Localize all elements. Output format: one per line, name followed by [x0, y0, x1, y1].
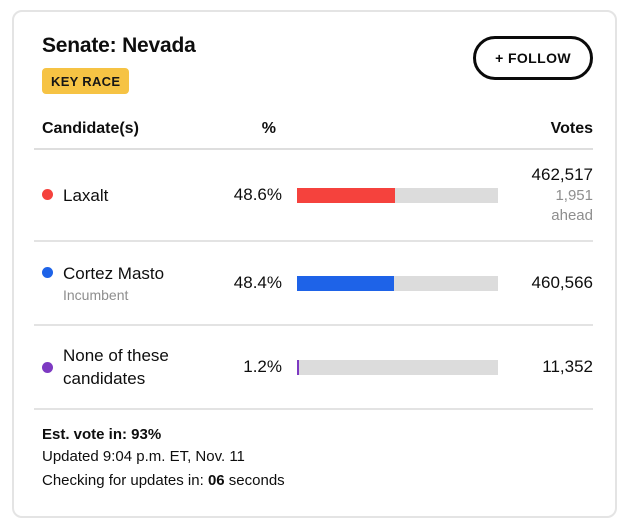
votes-count: 11,352 — [542, 357, 593, 376]
percent-value: 48.4% — [233, 273, 282, 292]
card-footer: Est. vote in: 93% Updated 9:04 p.m. ET, … — [34, 410, 593, 492]
column-header-candidates: Candidate(s) — [42, 120, 139, 137]
candidate-color-dot — [42, 188, 53, 200]
updated-timestamp: Updated 9:04 p.m. ET, Nov. 11 — [42, 448, 245, 465]
votes-cell: 460,566 — [498, 272, 593, 294]
candidate-cell: Laxalt — [42, 184, 212, 207]
table-row-none-of-these: None of these candidates 1.2% 11,352 — [34, 326, 593, 410]
bar-track — [297, 359, 498, 375]
update-countdown: Checking for updates in: 06 seconds — [42, 470, 593, 492]
candidate-name: Laxalt — [63, 185, 109, 205]
votes-cell: 462,517 1,951 ahead — [498, 164, 593, 226]
result-bar — [282, 187, 498, 203]
percent-value: 1.2% — [243, 357, 282, 376]
bar-track — [297, 275, 498, 291]
bar-fill — [297, 275, 395, 291]
candidate-color-dot — [42, 266, 53, 278]
bar-track — [297, 187, 498, 203]
countdown-suffix: seconds — [224, 472, 285, 489]
race-card: Senate: Nevada KEY RACE + FOLLOW Candida… — [12, 10, 617, 518]
votes-count: 460,566 — [531, 273, 593, 292]
title-block: Senate: Nevada KEY RACE — [34, 32, 196, 94]
votes-margin-label: ahead — [551, 207, 593, 224]
votes-cell: 11,352 — [498, 356, 593, 378]
incumbent-label: Incumbent — [63, 286, 129, 303]
table-row-cortez-masto: Cortez Masto Incumbent 48.4% 460,566 — [34, 242, 593, 326]
bar-fill — [297, 359, 300, 375]
candidate-cell: None of these candidates — [42, 344, 212, 390]
key-race-badge: KEY RACE — [42, 68, 130, 94]
votes-margin: 1,951 — [555, 187, 593, 204]
votes-count: 462,517 — [531, 165, 593, 184]
result-bar — [282, 275, 498, 291]
column-header-votes: Votes — [550, 120, 593, 137]
race-title: Senate: Nevada — [42, 34, 196, 57]
table-header: Candidate(s) % Votes — [34, 114, 593, 150]
candidate-name: Cortez Masto — [63, 263, 165, 283]
countdown-seconds: 06 — [207, 472, 225, 489]
candidate-color-dot — [42, 361, 53, 373]
table-row-laxalt: Laxalt 48.6% 462,517 1,951 ahead — [34, 150, 593, 242]
follow-button[interactable]: + FOLLOW — [473, 36, 593, 80]
bar-fill — [297, 187, 395, 203]
percent-value: 48.6% — [233, 185, 282, 204]
card-header: Senate: Nevada KEY RACE + FOLLOW — [34, 32, 593, 94]
candidate-cell: Cortez Masto Incumbent — [42, 262, 212, 305]
candidate-name: None of these candidates — [63, 346, 169, 388]
est-vote-in: Est. vote in: 93% — [42, 426, 162, 443]
result-bar — [282, 359, 498, 375]
countdown-prefix: Checking for updates in: — [42, 472, 208, 489]
column-header-percent: % — [261, 120, 276, 137]
